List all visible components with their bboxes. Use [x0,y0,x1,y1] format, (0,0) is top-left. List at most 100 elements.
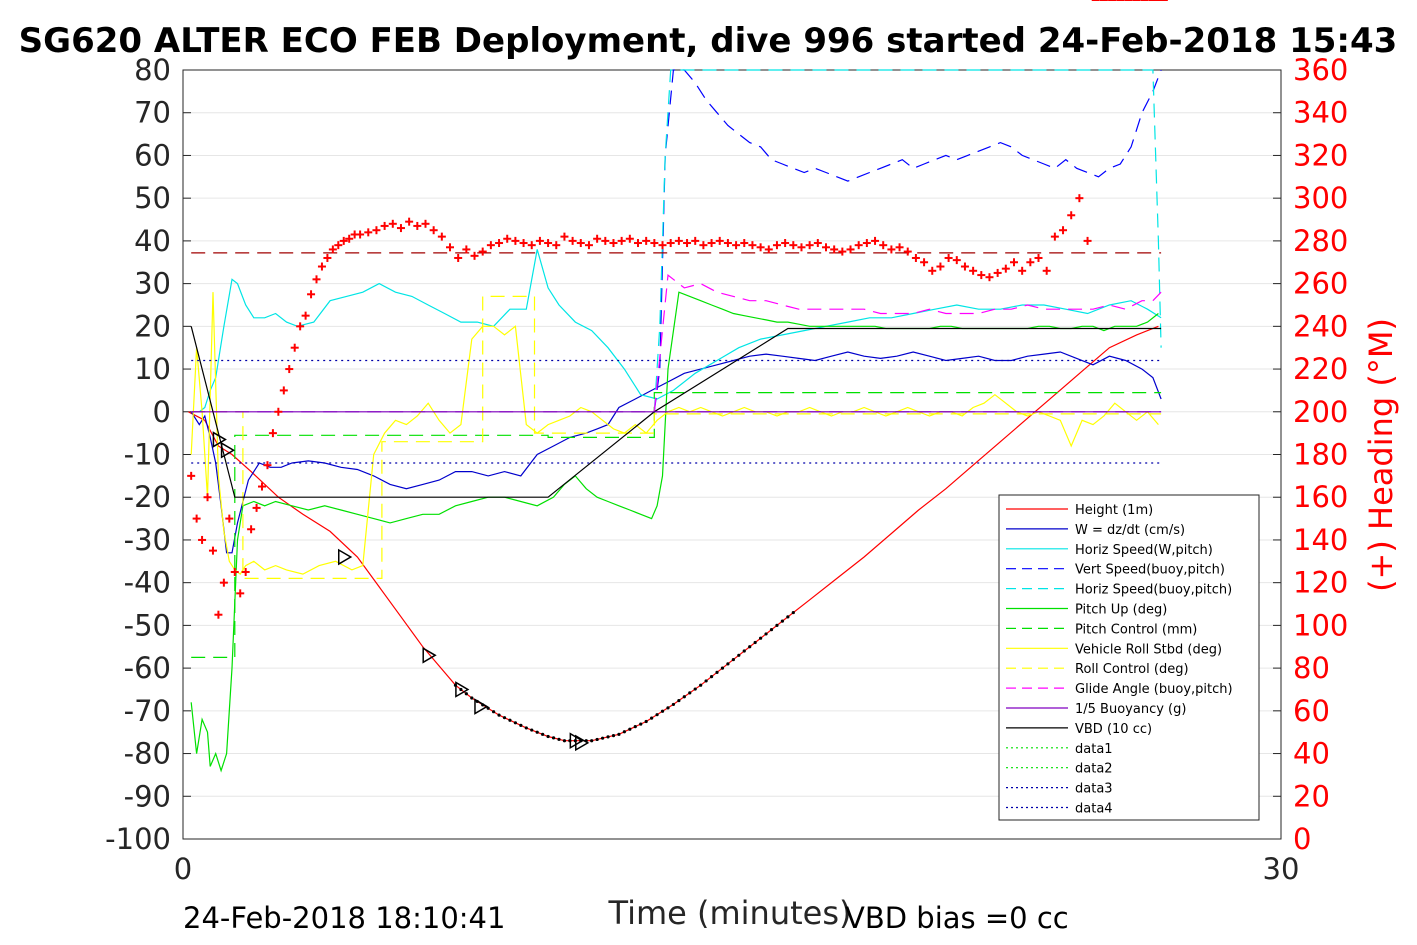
y-axis-right-label: (+) Heading (°M) [1362,318,1400,592]
y-right-tick-label: 240 [1293,309,1348,343]
heading-marker [584,241,593,250]
y-tick-label: -60 [124,651,171,685]
series-layer [188,69,1162,773]
event-triangle-marker [212,431,227,448]
heading-marker [219,578,228,587]
x-axis: 0 30 [174,852,1300,886]
height-sample-dot [541,732,545,736]
heading-marker [1059,226,1068,235]
height-sample-dot [759,636,763,640]
heading-marker [601,236,610,245]
heading-marker [723,239,732,248]
y-right-tick-label: 220 [1293,352,1348,386]
heading-marker [462,245,471,254]
heading-marker [707,239,716,248]
height-sample-dot [508,718,512,722]
heading-marker [691,236,700,245]
y-right-tick-label: 140 [1293,523,1348,557]
height-sample-dot [693,687,697,691]
height-sample-dot [492,710,496,714]
height-sample-dot [464,692,468,696]
y-tick-label: 30 [134,267,171,301]
y-tick-label: 70 [134,96,171,130]
height-sample-dot [699,683,703,687]
heading-marker [312,275,321,284]
height-sample-dot [726,662,730,666]
heading-marker [230,567,239,576]
heading-marker [519,239,528,248]
heading-marker [290,343,299,352]
event-triangle-marker [474,698,489,715]
height-sample-dot [513,721,517,725]
series-line-pitch-control-mm [191,392,1162,659]
y-right-tick-label: 360 [1293,53,1348,87]
heading-marker [928,266,937,275]
heading-marker [372,226,381,235]
y-axis-right: 3603403203002802602402202001801601401201… [1273,53,1348,856]
heading-marker [285,365,294,374]
height-sample-dot [502,716,507,720]
legend-label: data3 [1075,782,1113,797]
y-tick-label: -30 [124,523,171,557]
heading-marker [454,253,463,262]
heading-marker [683,239,692,248]
y-right-tick-label: 200 [1293,395,1348,429]
heading-marker [236,589,245,598]
height-sample-dot [530,728,534,732]
heading-marker [263,461,272,470]
height-sample-dot [682,695,686,699]
heading-marker [1067,211,1076,220]
series-line-vehicle-roll-stbd-deg [190,292,1159,575]
heading-marker [1083,236,1092,245]
height-sample-dot [742,649,746,653]
series-line-horiz-speed-w-pitch [191,249,1162,413]
heading-marker [470,251,479,260]
heading-marker [642,236,651,245]
heading-marker [1034,253,1043,262]
heading-marker [1026,258,1035,267]
heading-marker [830,245,839,254]
heading-marker [437,232,446,241]
heading-marker [307,290,316,299]
heading-marker [568,236,577,245]
legend-label: Glide Angle (buoy,pitch) [1075,682,1233,697]
height-sample-dot [731,657,735,662]
heading-marker [862,239,871,248]
heading-marker [781,239,790,248]
y-right-tick-label: 160 [1293,480,1348,514]
heading-marker [699,241,708,250]
height-sample-dot [704,679,708,683]
heading-marker [593,234,602,243]
heading-marker [985,273,994,282]
heading-marker [247,525,256,534]
y-right-tick-label: 340 [1293,96,1348,130]
height-sample-dot [622,730,626,734]
series-line-vert-speed-buoy-pitch [653,69,1162,412]
heading-marker [813,239,822,248]
heading-marker [192,514,201,523]
heading-marker [634,239,643,248]
heading-marker [187,471,196,480]
heading-marker [887,245,896,254]
heading-marker [1042,266,1051,275]
heading-marker [203,493,212,502]
heading-marker [748,241,757,250]
heading-marker [396,224,405,233]
height-sample-dot [600,736,605,740]
series-line-horiz-speed-buoy-pitch [653,69,1162,412]
height-sample-dot [639,722,643,726]
heading-marker [732,241,741,250]
heading-marker [658,241,667,250]
y-tick-label: 80 [134,53,171,87]
heading-marker [258,482,267,491]
heading-marker [317,262,326,271]
legend-label: Pitch Up (deg) [1075,603,1167,618]
series-line-roll-control-deg [191,295,1162,580]
height-sample-dot [671,702,676,707]
y-tick-label: -50 [124,608,171,642]
height-sample-dot [748,645,752,649]
heading-marker [421,219,430,228]
heading-marker [323,253,332,262]
x-axis-label: Time (minutes) [608,894,852,932]
